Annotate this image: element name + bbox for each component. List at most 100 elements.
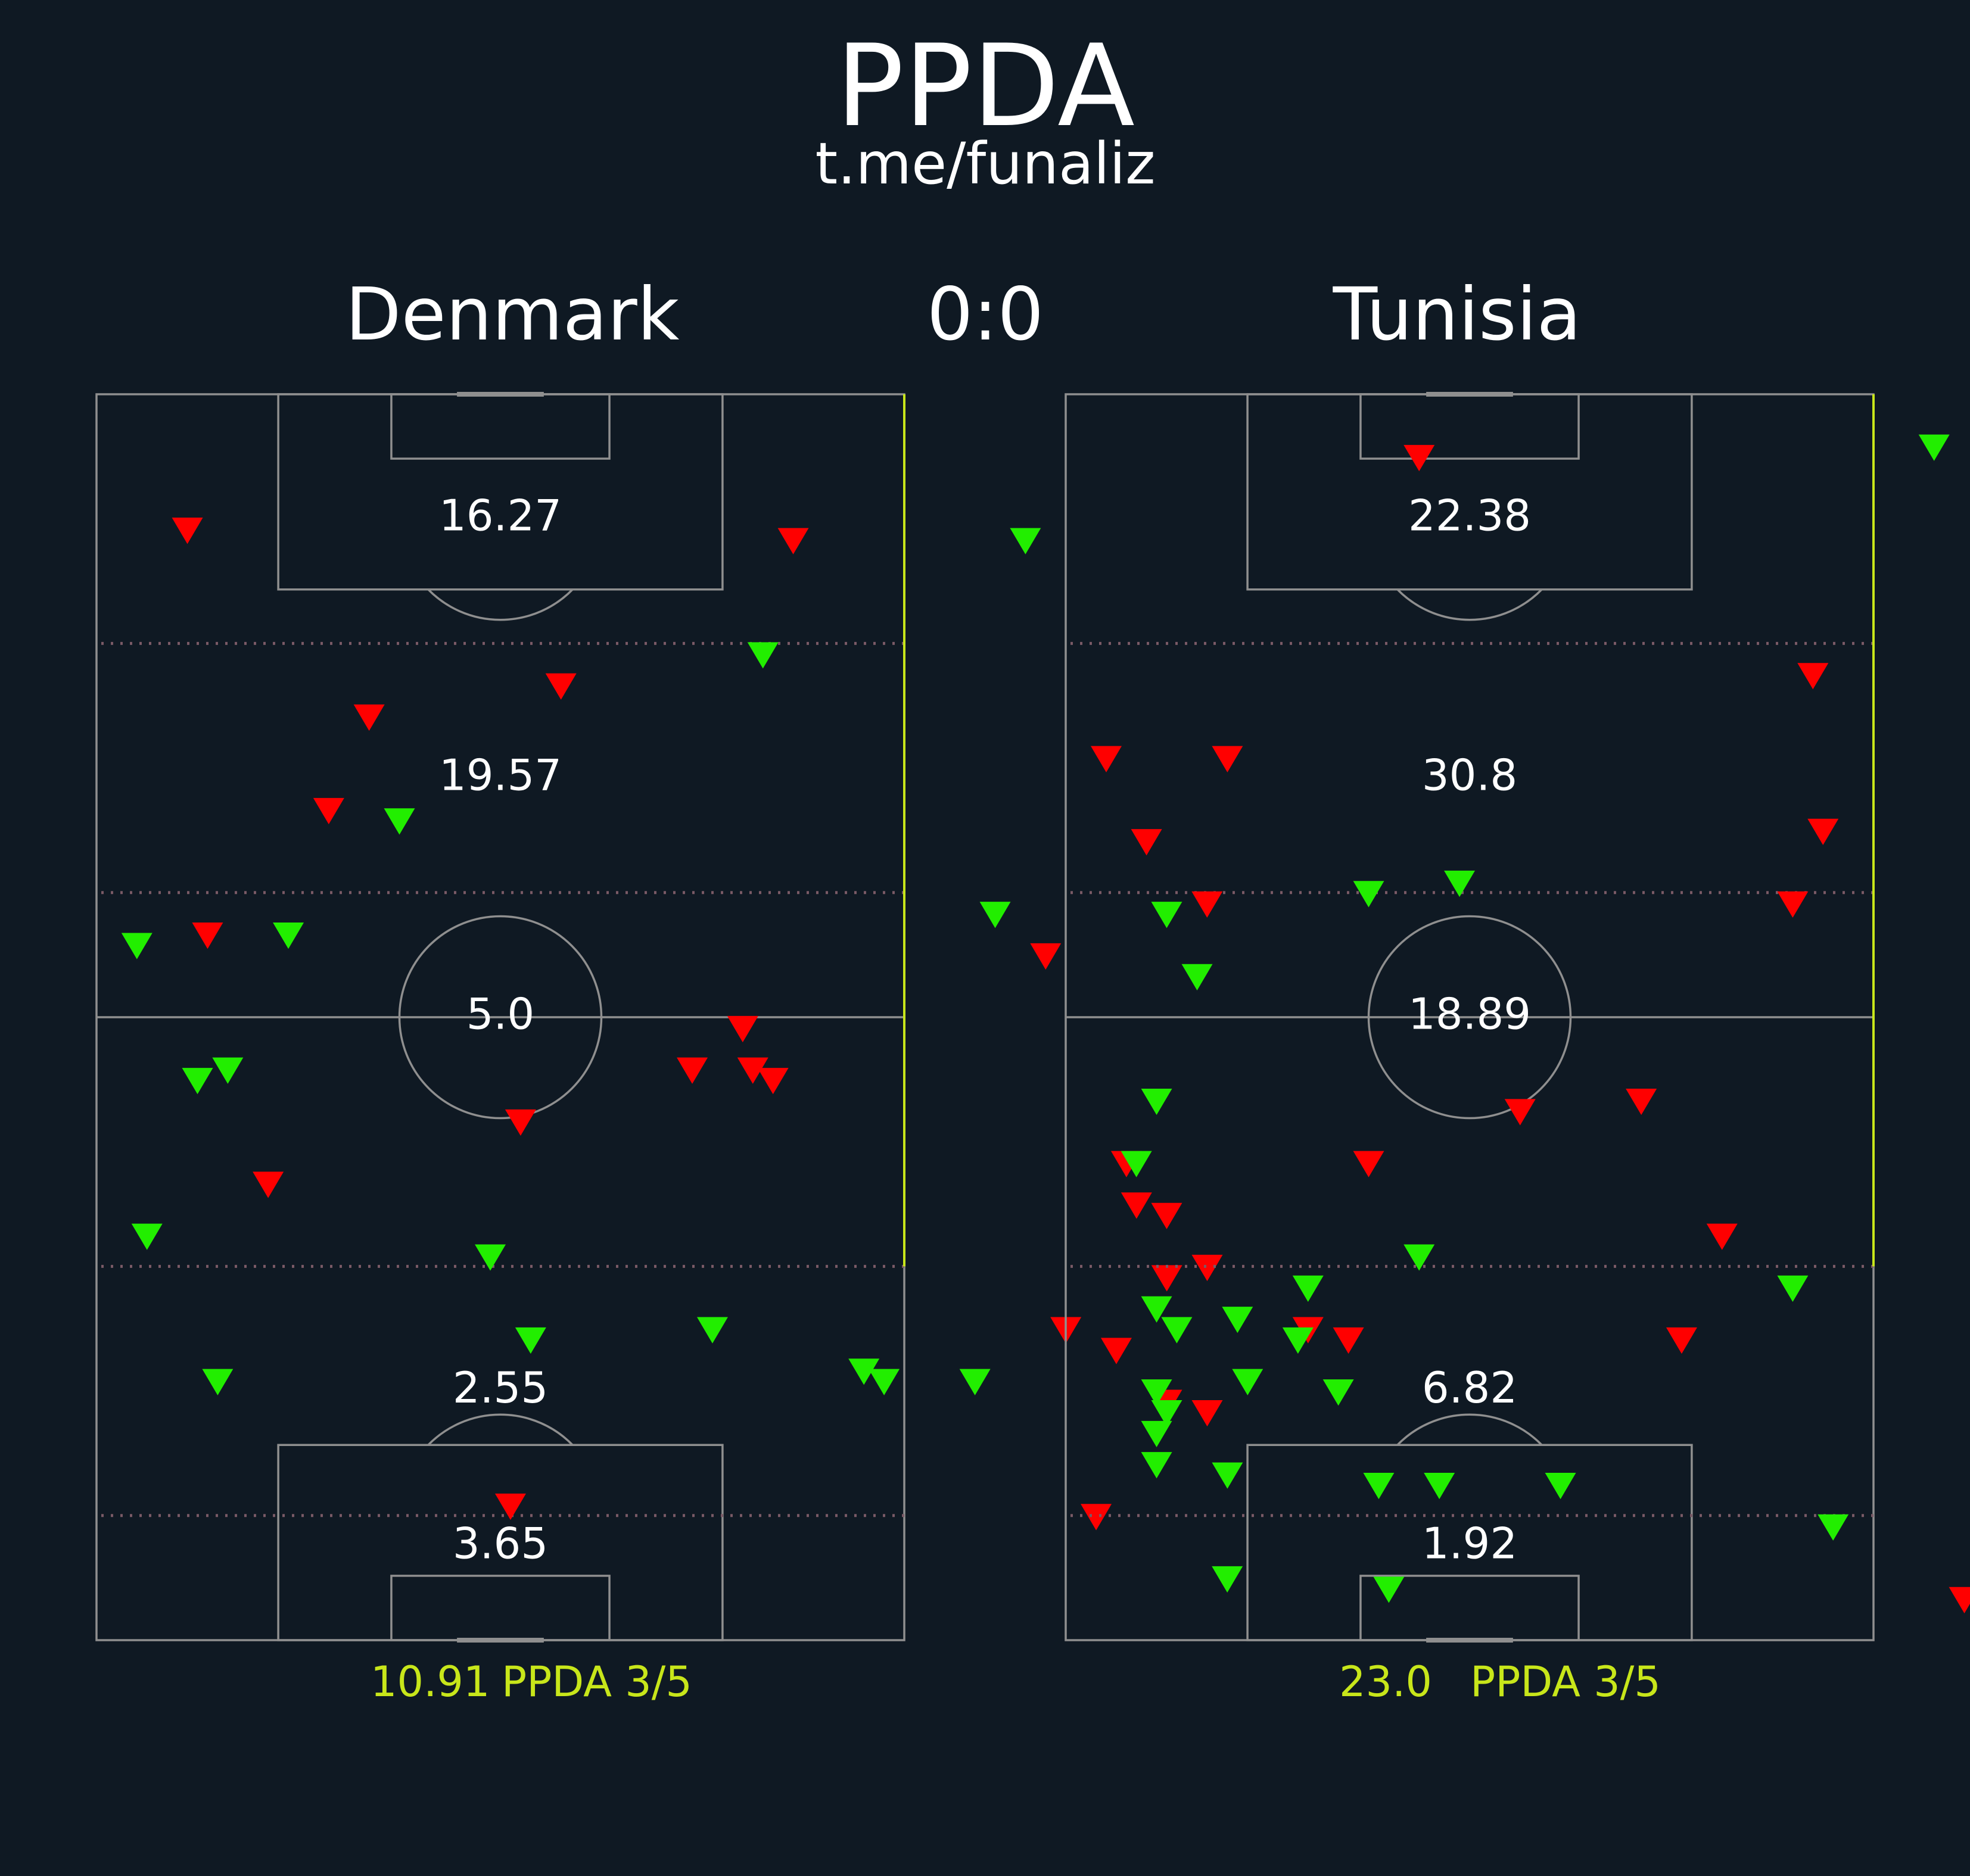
- denmark-opponent-pass-point: [1212, 1462, 1243, 1489]
- tunisia-defensive-action-point: [1403, 445, 1435, 472]
- denmark-defensive-action-point: [192, 923, 223, 949]
- denmark-defensive-action-point: [1091, 746, 1122, 772]
- denmark-defensive-action-point: [1030, 943, 1062, 970]
- tunisia-opponent-pass-point: [1161, 1317, 1193, 1344]
- tunisia-defensive-action-point: [1949, 1587, 1970, 1613]
- tunisia-opponent-pass-point: [1141, 1379, 1172, 1406]
- denmark-defensive-action-point: [1081, 1504, 1112, 1531]
- tunisia-opponent-pass-point: [1151, 1400, 1182, 1427]
- denmark-defensive-action-point: [727, 1015, 758, 1043]
- denmark-defensive-action-point: [777, 528, 809, 554]
- tunisia-opponent-pass-point: [1141, 1420, 1172, 1448]
- denmark-footer-value: 10.91: [371, 1657, 490, 1706]
- tunisia-zone-value: 18.89: [1408, 989, 1531, 1039]
- tunisia-defensive-action-point: [1504, 1099, 1536, 1126]
- denmark-defensive-action-point: [172, 518, 203, 544]
- tunisia-opponent-pass-point: [1141, 1088, 1172, 1115]
- denmark-opponent-pass-point: [747, 642, 779, 669]
- tunisia-opponent-pass-point: [1403, 1244, 1435, 1271]
- denmark-pitch: 16.27 19.57 5.0 2.55 3.65 10.91 PPDA 3/5: [95, 392, 1263, 1706]
- denmark-defensive-action-point: [1212, 746, 1243, 772]
- home-team-name: Denmark: [346, 272, 680, 357]
- tunisia-opponent-pass-point: [1151, 902, 1182, 928]
- denmark-opponent-pass-point: [869, 1369, 900, 1395]
- tunisia-opponent-pass-point: [1353, 881, 1384, 908]
- denmark-opponent-pass-point: [515, 1327, 546, 1354]
- denmark-opponent-pass-point: [696, 1317, 728, 1344]
- tunisia-defensive-action-point: [1151, 1202, 1182, 1229]
- tunisia-opponent-pass-point: [1817, 1514, 1849, 1541]
- match-score: 0:0: [927, 272, 1044, 357]
- denmark-top-penalty-arc: [427, 588, 574, 621]
- tunisia-top-penalty-arc: [1396, 588, 1543, 621]
- denmark-defensive-action-point: [737, 1057, 768, 1084]
- denmark-zone-value: 2.55: [453, 1363, 548, 1413]
- denmark-bottom-penalty-arc: [427, 1413, 574, 1446]
- tunisia-footer-value: 23.0: [1339, 1657, 1432, 1706]
- denmark-opponent-pass-point: [979, 902, 1011, 928]
- tunisia-defensive-action-point: [1353, 1151, 1384, 1177]
- denmark-opponent-pass-point: [131, 1223, 163, 1250]
- denmark-opponent-pass-point: [1181, 964, 1213, 990]
- tunisia-defensive-action-point: [1777, 891, 1809, 918]
- denmark-center-circle: [398, 915, 603, 1120]
- tunisia-defensive-action-point: [1807, 818, 1839, 845]
- denmark-defensive-action-point: [545, 673, 577, 700]
- tunisia-defensive-action-point: [1333, 1327, 1364, 1354]
- denmark-defensive-action-point: [1191, 1254, 1223, 1282]
- tunisia-opponent-pass-point: [1444, 870, 1476, 898]
- denmark-opponent-pass-point: [212, 1057, 244, 1084]
- denmark-zone-value: 16.27: [439, 491, 562, 541]
- denmark-opponent-pass-point: [182, 1068, 213, 1095]
- denmark-opponent-pass-point: [1010, 528, 1041, 554]
- denmark-defensive-action-point: [1121, 1192, 1152, 1219]
- tunisia-defensive-action-point: [1797, 663, 1829, 690]
- denmark-footer-label: PPDA 3/5: [502, 1657, 692, 1706]
- denmark-defensive-action-point: [757, 1068, 789, 1095]
- denmark-defensive-action-point: [1191, 1400, 1223, 1427]
- tunisia-center-circle: [1367, 915, 1572, 1120]
- tunisia-opponent-pass-point: [1424, 1473, 1455, 1500]
- denmark-opponent-pass-point: [1232, 1369, 1263, 1395]
- denmark-opponent-pass-point: [121, 933, 153, 959]
- tunisia-opponent-pass-point: [1292, 1275, 1324, 1302]
- denmark-opponent-pass-point: [959, 1369, 991, 1395]
- tunisia-zone-value: 1.92: [1422, 1519, 1517, 1569]
- tunisia-opponent-pass-point: [1918, 434, 1950, 461]
- tunisia-opponent-pass-point: [1545, 1473, 1576, 1500]
- tunisia-defensive-action-point: [1706, 1223, 1738, 1250]
- denmark-zone-value: 19.57: [439, 750, 562, 800]
- denmark-defensive-action-point: [505, 1109, 536, 1136]
- denmark-defensive-action-point: [253, 1171, 284, 1198]
- denmark-defensive-action-point: [313, 797, 344, 825]
- tunisia-opponent-pass-point: [1373, 1576, 1405, 1603]
- denmark-zone-value: 3.65: [453, 1519, 548, 1569]
- tunisia-opponent-pass-point: [1121, 1151, 1152, 1177]
- tunisia-zone-value: 22.38: [1408, 491, 1531, 541]
- tunisia-footer-label: PPDA 3/5: [1470, 1657, 1661, 1706]
- chart-title: PPDA: [836, 20, 1135, 152]
- tunisia-opponent-pass-point: [1322, 1379, 1354, 1406]
- denmark-defensive-action-point: [1100, 1338, 1132, 1364]
- tunisia-defensive-action-point: [1191, 891, 1223, 918]
- tunisia-defensive-action-point: [1666, 1327, 1697, 1354]
- tunisia-opponent-pass-point: [1212, 1566, 1243, 1593]
- denmark-zone-value: 5.0: [466, 989, 535, 1039]
- tunisia-bottom-penalty-arc: [1396, 1413, 1543, 1446]
- tunisia-zone-value: 6.82: [1422, 1363, 1517, 1413]
- denmark-opponent-pass-point: [202, 1369, 234, 1395]
- denmark-opponent-pass-point: [475, 1244, 506, 1271]
- denmark-opponent-pass-point: [848, 1358, 880, 1385]
- away-team-name: Tunisia: [1333, 272, 1582, 357]
- denmark-defensive-action-point: [494, 1493, 526, 1520]
- tunisia-opponent-pass-point: [1282, 1327, 1314, 1354]
- tunisia-pitch: 22.38 30.8 18.89 6.82 1.92 23.0 PPDA 3/5: [1065, 392, 1970, 1706]
- tunisia-defensive-action-point: [1131, 829, 1162, 856]
- tunisia-opponent-pass-point: [1141, 1452, 1172, 1479]
- tunisia-opponent-pass-point: [1363, 1473, 1395, 1500]
- tunisia-opponent-pass-point: [1777, 1275, 1809, 1302]
- tunisia-opponent-pass-point: [1141, 1296, 1172, 1323]
- denmark-defensive-action-point: [353, 704, 385, 731]
